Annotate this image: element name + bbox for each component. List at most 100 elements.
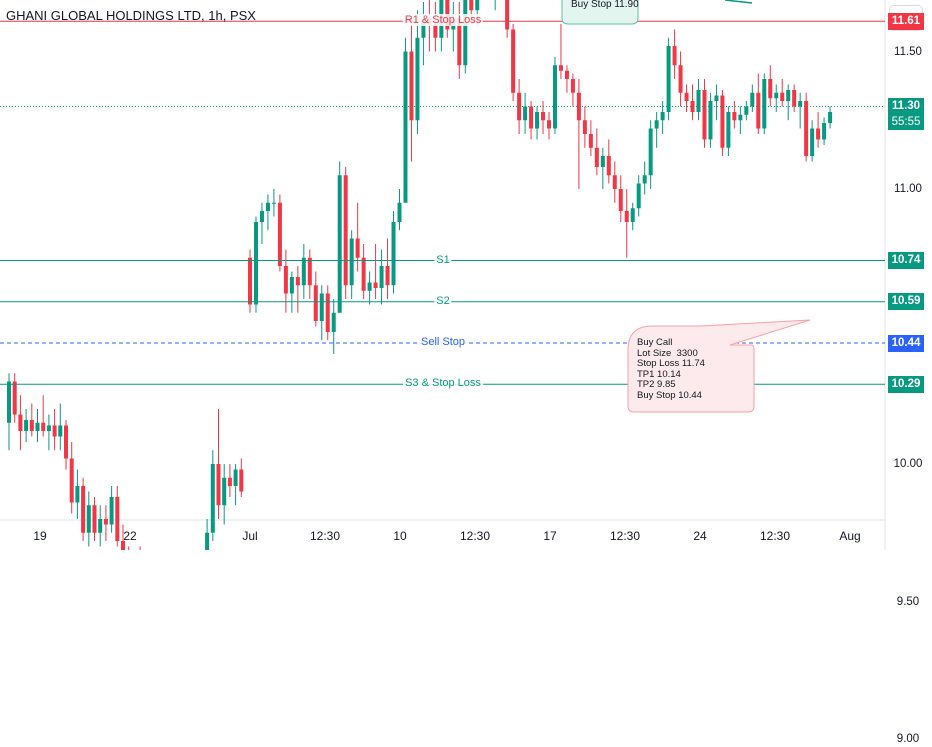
candle-body[interactable]	[349, 238, 354, 286]
candle-body[interactable]	[103, 519, 108, 525]
candle-body[interactable]	[121, 541, 125, 550]
candle-body[interactable]	[570, 79, 575, 93]
candle-body[interactable]	[552, 65, 557, 129]
candle-body[interactable]	[41, 422, 46, 431]
candle-body[interactable]	[331, 312, 336, 332]
price-chart[interactable]	[0, 0, 932, 550]
candle-body[interactable]	[233, 469, 238, 487]
candle-body[interactable]	[283, 266, 288, 294]
candle-body[interactable]	[301, 257, 306, 286]
candle-body[interactable]	[666, 46, 671, 112]
candle-body[interactable]	[313, 285, 318, 321]
candle-body[interactable]	[222, 477, 227, 506]
candle-body[interactable]	[115, 497, 120, 541]
candle-body[interactable]	[594, 147, 599, 167]
candle-body[interactable]	[385, 266, 390, 286]
candle-body[interactable]	[720, 95, 725, 148]
candle-body[interactable]	[696, 90, 701, 112]
candle-body[interactable]	[702, 90, 707, 140]
candle-body[interactable]	[792, 90, 797, 107]
candle-body[interactable]	[35, 422, 40, 431]
candle-body[interactable]	[86, 505, 91, 533]
candle-body[interactable]	[289, 277, 294, 294]
candle-body[interactable]	[75, 486, 80, 503]
candle-body[interactable]	[29, 420, 34, 431]
candle-body[interactable]	[547, 120, 551, 129]
candle-body[interactable]	[295, 277, 300, 286]
candle-body[interactable]	[636, 183, 641, 209]
candle-body[interactable]	[780, 92, 785, 101]
candle-body[interactable]	[618, 189, 623, 211]
candle-body[interactable]	[558, 65, 563, 71]
candle-body[interactable]	[642, 175, 647, 184]
candle-body[interactable]	[64, 425, 68, 459]
candle-body[interactable]	[415, 37, 420, 121]
candle-body[interactable]	[744, 106, 749, 115]
candle-body[interactable]	[210, 464, 215, 533]
candle-body[interactable]	[588, 134, 593, 148]
candle-body[interactable]	[576, 92, 581, 121]
candle-body[interactable]	[307, 257, 312, 286]
candle-body[interactable]	[756, 92, 761, 129]
candle-body[interactable]	[810, 128, 815, 157]
candle-body[interactable]	[361, 257, 366, 291]
candle-body[interactable]	[523, 106, 528, 121]
candle-body[interactable]	[606, 156, 611, 176]
candle-body[interactable]	[768, 79, 773, 99]
candle-body[interactable]	[12, 381, 17, 415]
candle-body[interactable]	[379, 266, 384, 288]
candle-body[interactable]	[277, 202, 282, 266]
candle-body[interactable]	[403, 51, 408, 203]
candle-body[interactable]	[714, 95, 719, 102]
candle-body[interactable]	[343, 175, 348, 286]
candle-body[interactable]	[253, 222, 258, 305]
candle-body[interactable]	[672, 46, 677, 66]
candle-body[interactable]	[690, 101, 695, 112]
candle-body[interactable]	[660, 112, 665, 121]
candle-body[interactable]	[239, 469, 244, 492]
candle-body[interactable]	[822, 123, 827, 140]
candle-body[interactable]	[367, 282, 372, 291]
candle-body[interactable]	[564, 70, 569, 79]
candle-body[interactable]	[227, 477, 232, 486]
candle-body[interactable]	[630, 208, 635, 222]
candle-body[interactable]	[355, 238, 360, 258]
candle-body[interactable]	[732, 112, 737, 121]
candle-body[interactable]	[541, 112, 546, 121]
candle-body[interactable]	[92, 505, 97, 533]
candle-body[interactable]	[475, 0, 480, 11]
candle-body[interactable]	[109, 497, 114, 525]
candle-body[interactable]	[816, 128, 821, 140]
candle-body[interactable]	[786, 90, 791, 101]
candle-body[interactable]	[738, 114, 743, 121]
candle-body[interactable]	[319, 293, 324, 322]
candle-body[interactable]	[648, 128, 653, 176]
candle-body[interactable]	[58, 425, 63, 437]
candle-body[interactable]	[397, 202, 402, 222]
candle-body[interactable]	[774, 92, 779, 99]
buy-call-callout-shape[interactable]	[627, 319, 811, 413]
candle-body[interactable]	[18, 414, 23, 432]
candle-body[interactable]	[7, 381, 11, 423]
candle-body[interactable]	[708, 101, 713, 140]
candle-body[interactable]	[535, 112, 540, 129]
candle-body[interactable]	[469, 0, 474, 11]
candle-body[interactable]	[265, 202, 270, 211]
candle-body[interactable]	[216, 464, 221, 506]
candle-body[interactable]	[511, 29, 516, 93]
candle-body[interactable]	[804, 101, 809, 156]
candle-body[interactable]	[457, 18, 462, 66]
candle-body[interactable]	[726, 112, 731, 148]
candle-body[interactable]	[81, 486, 86, 533]
candle-body[interactable]	[259, 211, 264, 222]
candle-body[interactable]	[654, 120, 659, 129]
candle-body[interactable]	[24, 420, 29, 431]
candle-body[interactable]	[52, 425, 57, 437]
candle-body[interactable]	[463, 0, 468, 66]
candle-body[interactable]	[325, 293, 330, 333]
candle-body[interactable]	[600, 156, 605, 167]
candle-body[interactable]	[98, 519, 103, 533]
candle-body[interactable]	[529, 106, 534, 129]
candle-body[interactable]	[433, 24, 438, 38]
candle-body[interactable]	[421, 18, 426, 38]
